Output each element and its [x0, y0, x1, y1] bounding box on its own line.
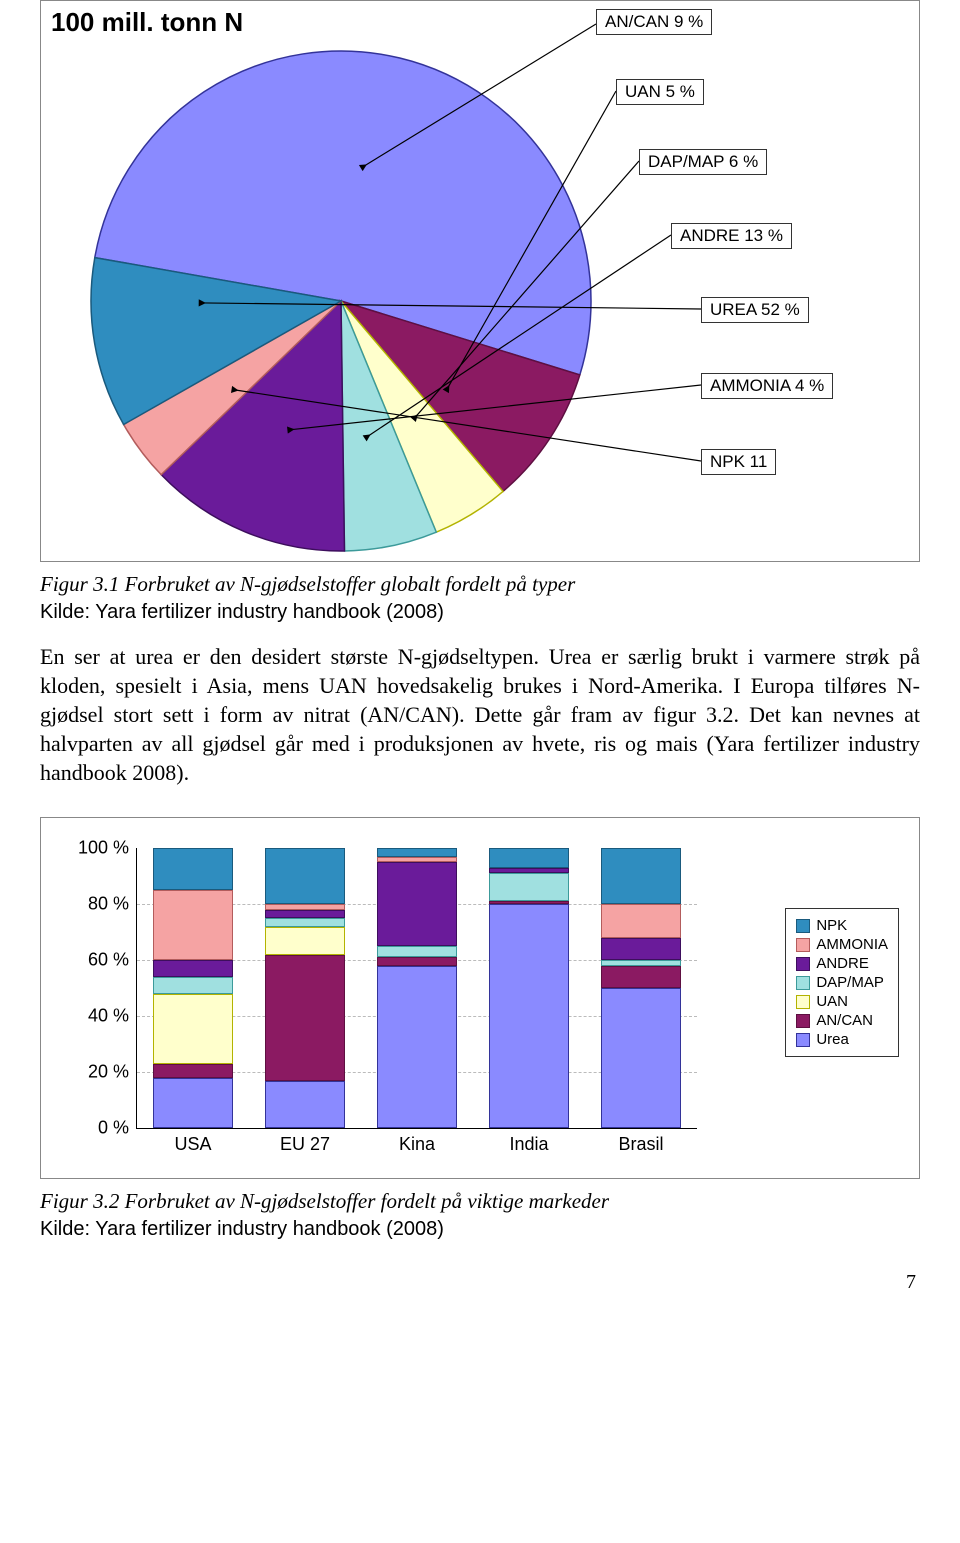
pie-chart-title: 100 mill. tonn N: [51, 7, 243, 38]
legend-item: NPK: [796, 917, 888, 934]
legend-item: UAN: [796, 993, 888, 1010]
bar-segment: [153, 1064, 233, 1078]
bar-chart-legend: NPK AMMONIA ANDRE DAP/MAP UAN AN/CAN Urea: [785, 908, 899, 1057]
bar-india: [489, 848, 569, 1128]
pie-label: UREA 52 %: [701, 297, 809, 323]
bar-chart-figure: 0 % 20 % 40 % 60 % 80 % 100 % USAEU 27KinaIndi…: [40, 817, 920, 1179]
bar-segment: [153, 890, 233, 960]
bar-segment: [601, 848, 681, 904]
x-axis-label: USA: [133, 1128, 253, 1155]
bar-source: Kilde: Yara fertilizer industry handbook…: [40, 1218, 920, 1241]
pie-label: ANDRE 13 %: [671, 223, 792, 249]
bar-segment: [601, 938, 681, 960]
bar-eu27: [265, 848, 345, 1128]
x-axis-label: Brasil: [581, 1128, 701, 1155]
legend-item: AMMONIA: [796, 936, 888, 953]
legend-item: ANDRE: [796, 955, 888, 972]
x-axis-label: India: [469, 1128, 589, 1155]
bar-segment: [265, 955, 345, 1081]
bar-caption: Figur 3.2 Forbruket av N-gjødselstoffer …: [40, 1189, 920, 1214]
bar-brasil: [601, 848, 681, 1128]
bar-chart-plot: 0 %20 %40 %60 %80 %100 %USAEU 27KinaIndi…: [136, 848, 697, 1129]
bar-segment: [377, 957, 457, 965]
pie-chart-svg: [81, 41, 601, 561]
bar-kina: [377, 848, 457, 1128]
pie-caption: Figur 3.1 Forbruket av N-gjødselstoffer …: [40, 572, 920, 597]
y-tick-label: 0 %: [98, 1118, 137, 1139]
bar-segment: [265, 1081, 345, 1129]
legend-item: Urea: [796, 1031, 888, 1048]
y-tick-label: 80 %: [88, 894, 137, 915]
bar-usa: [153, 848, 233, 1128]
pie-label: AMMONIA 4 %: [701, 373, 833, 399]
bar-segment: [153, 994, 233, 1064]
bar-segment: [153, 848, 233, 890]
bar-segment: [601, 904, 681, 938]
bar-segment: [377, 946, 457, 957]
bar-segment: [489, 873, 569, 901]
bar-segment: [265, 910, 345, 918]
bar-segment: [265, 927, 345, 955]
x-axis-label: Kina: [357, 1128, 477, 1155]
legend-item: AN/CAN: [796, 1012, 888, 1029]
x-axis-label: EU 27: [245, 1128, 365, 1155]
pie-chart-figure: 100 mill. tonn N AN/CAN 9 % UAN 5 % DAP/MA…: [40, 0, 920, 562]
bar-segment: [265, 918, 345, 926]
pie-label: DAP/MAP 6 %: [639, 149, 767, 175]
pie-source: Kilde: Yara fertilizer industry handbook…: [40, 601, 920, 624]
bar-segment: [377, 862, 457, 946]
bar-segment: [377, 966, 457, 1128]
bar-segment: [377, 848, 457, 856]
bar-segment: [265, 848, 345, 904]
pie-label: AN/CAN 9 %: [596, 9, 712, 35]
page-number: 7: [40, 1271, 920, 1294]
y-tick-label: 60 %: [88, 950, 137, 971]
body-paragraph: En ser at urea er den desidert største N…: [40, 642, 920, 787]
bar-segment: [153, 1078, 233, 1128]
bar-segment: [153, 960, 233, 977]
y-tick-label: 20 %: [88, 1062, 137, 1083]
bar-segment: [489, 848, 569, 868]
bar-segment: [153, 977, 233, 994]
pie-label: UAN 5 %: [616, 79, 704, 105]
bar-segment: [489, 904, 569, 1128]
y-tick-label: 100 %: [78, 838, 137, 859]
pie-label: NPK 11: [701, 449, 776, 475]
y-tick-label: 40 %: [88, 1006, 137, 1027]
bar-segment: [601, 966, 681, 988]
legend-item: DAP/MAP: [796, 974, 888, 991]
bar-segment: [601, 988, 681, 1128]
